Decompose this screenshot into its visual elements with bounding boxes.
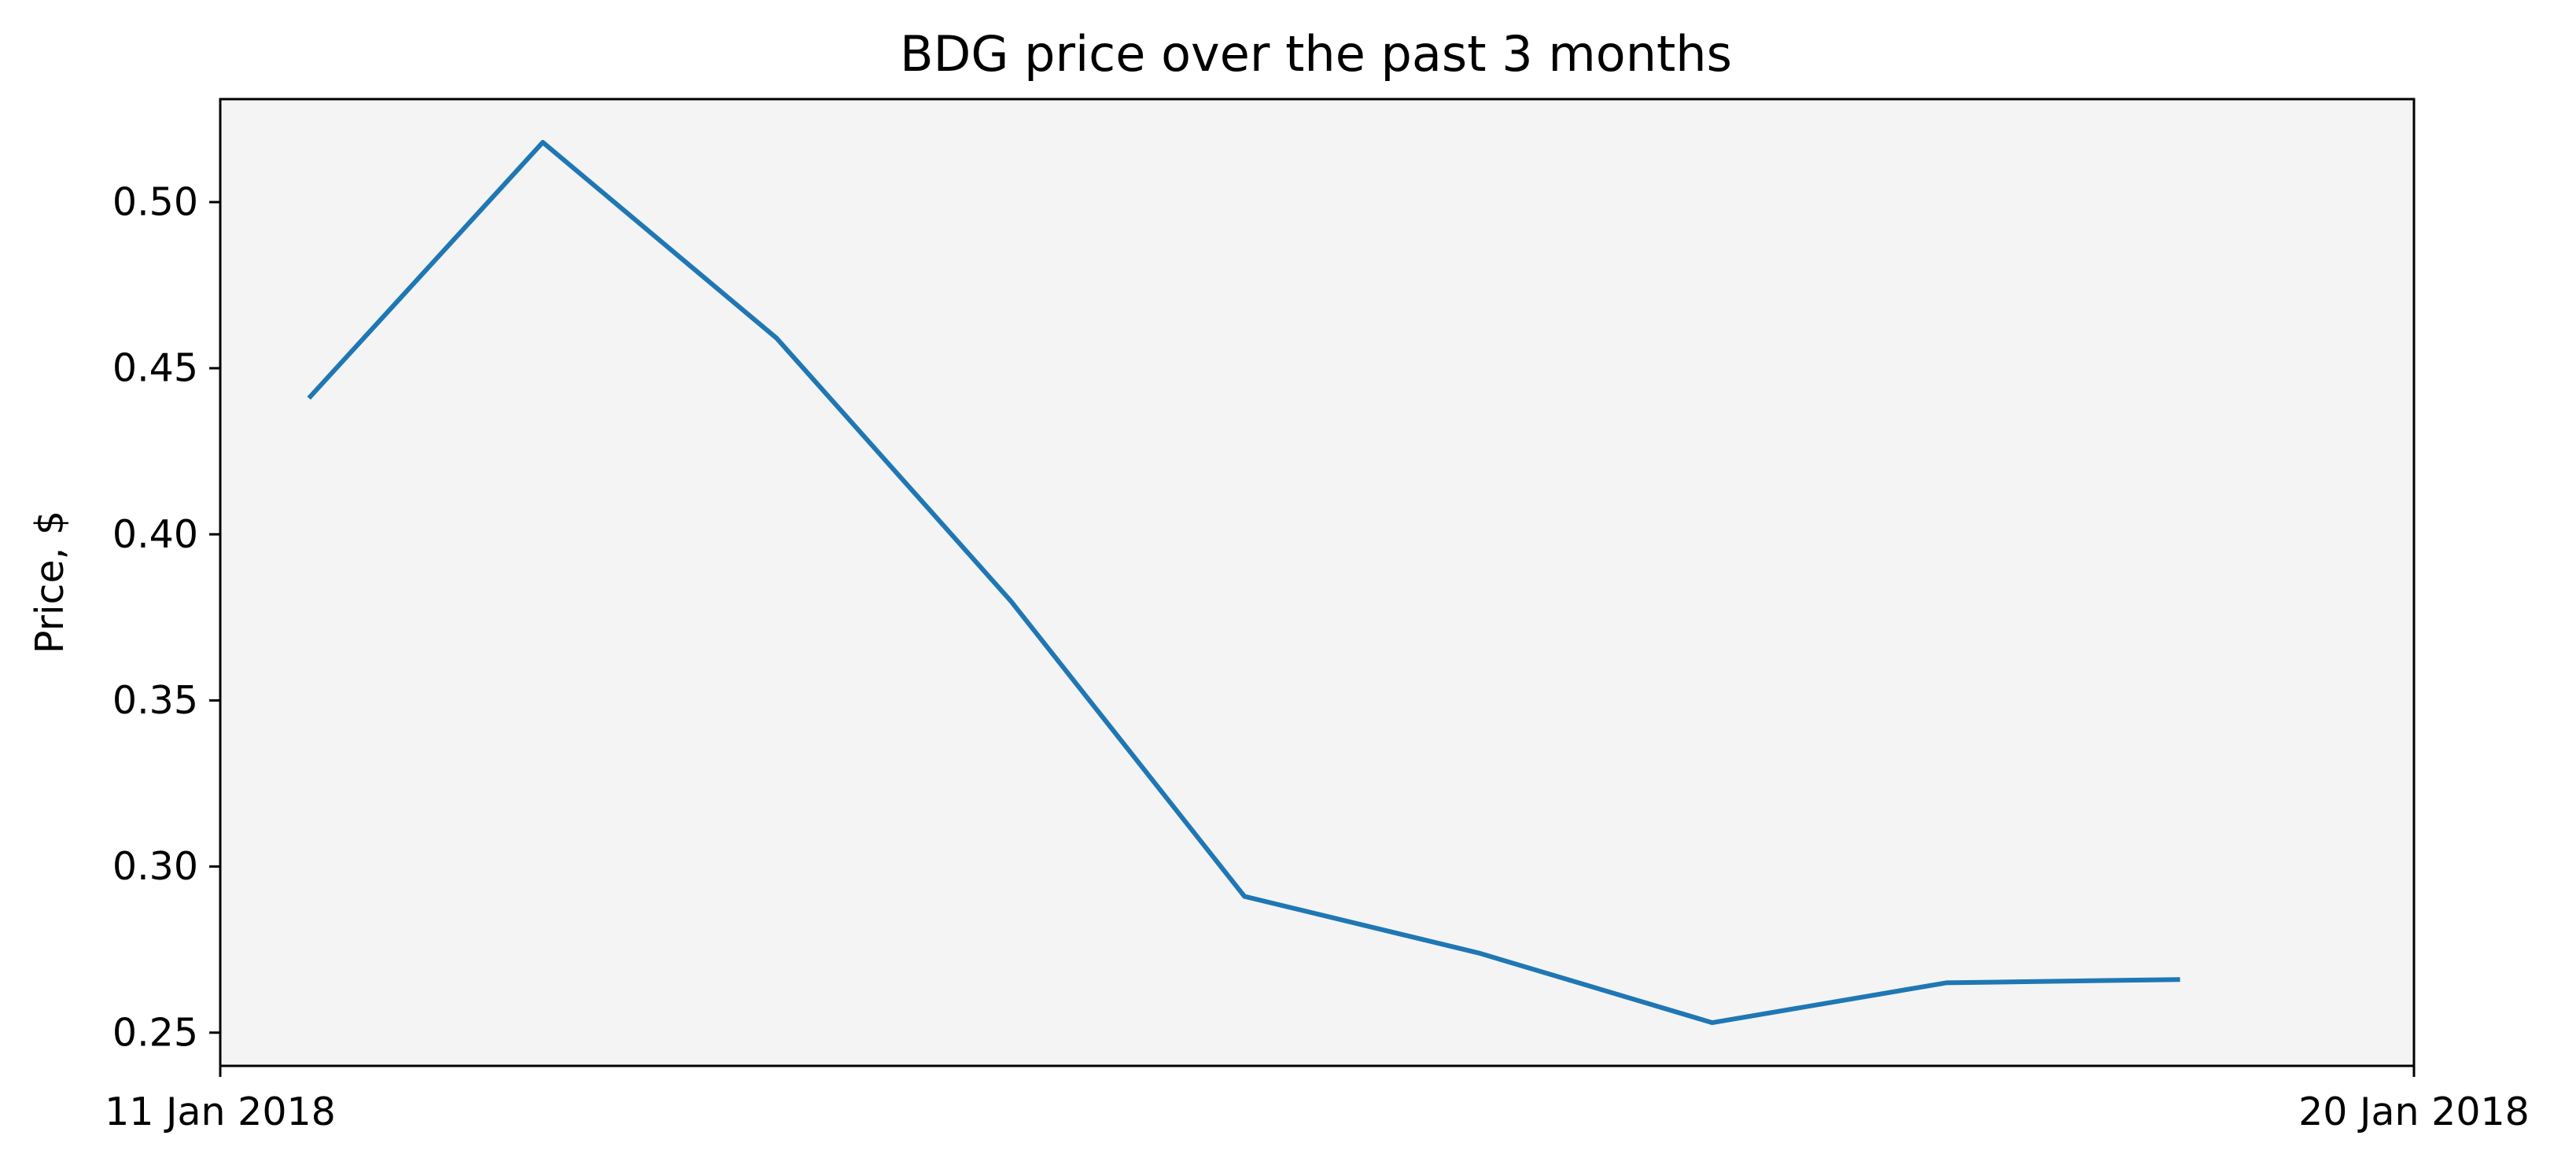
- y-tick-label: 0.45: [112, 346, 198, 391]
- price-line: [307, 139, 2180, 1026]
- plot-area: [219, 98, 2416, 1067]
- chart-title: BDG price over the past 3 months: [900, 25, 1732, 83]
- y-tick-label: 0.40: [112, 512, 198, 557]
- x-tick-label: 20 Jan 2018: [2298, 1089, 2530, 1134]
- y-axis-label: Price, $: [28, 511, 72, 654]
- y-tick-label: 0.30: [112, 844, 198, 889]
- y-tick-label: 0.50: [112, 179, 198, 224]
- y-tick-label: 0.25: [112, 1010, 198, 1055]
- y-axis-ticks: 0.25 0.30 0.35 0.40 0.45 0.50: [112, 179, 220, 1055]
- y-tick-label: 0.35: [112, 678, 198, 723]
- x-tick-label: 11 Jan 2018: [105, 1089, 336, 1134]
- x-axis-ticks: 11 Jan 2018 20 Jan 2018: [105, 1066, 2530, 1134]
